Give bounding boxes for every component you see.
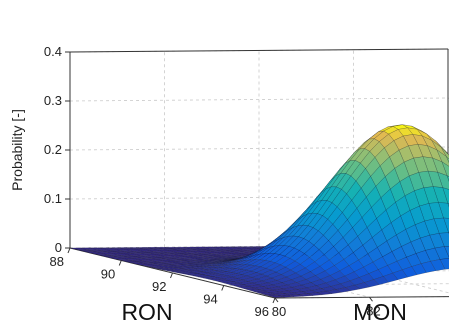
ron-tick-label: 88 bbox=[50, 254, 64, 269]
z-axis-title: Probability [-] bbox=[9, 109, 25, 191]
y-axis-title: MON bbox=[353, 299, 407, 325]
z-tick-label: 0.3 bbox=[44, 93, 62, 108]
ron-tick-mark bbox=[221, 285, 225, 291]
ron-tick-label: 94 bbox=[203, 292, 217, 307]
ron-tick-label: 90 bbox=[101, 267, 115, 282]
mon-tick-mark bbox=[369, 296, 373, 302]
mon-tick-mark bbox=[274, 297, 279, 303]
x-axis-title: RON bbox=[121, 299, 172, 325]
mon-axis-ticks: 8082848688 bbox=[272, 296, 381, 319]
probability-surface bbox=[69, 124, 449, 298]
ron-tick-label: 96 bbox=[255, 304, 269, 319]
z-tick-label: 0.1 bbox=[44, 191, 62, 206]
ron-tick-mark bbox=[118, 260, 122, 266]
grid-line bbox=[258, 246, 449, 294]
mon-tick-label: 82 bbox=[366, 303, 380, 318]
ron-tick-mark bbox=[67, 247, 71, 254]
z-tick-label: 0 bbox=[55, 240, 62, 255]
surface-patch bbox=[269, 295, 285, 298]
z-tick-label: 0.2 bbox=[44, 142, 62, 157]
mon-tick-label: 80 bbox=[272, 304, 286, 319]
top-left-edge bbox=[69, 48, 449, 53]
y-axis-line bbox=[274, 296, 449, 299]
z-axis-ticks: 0 0.1 0.2 0.3 0.4 bbox=[44, 44, 70, 255]
ron-tick-mark bbox=[170, 272, 173, 279]
ron-axis-ticks: 88 90 92 94 96 bbox=[50, 247, 276, 319]
ron-tick-label: 92 bbox=[152, 279, 166, 294]
ron-tick-mark bbox=[272, 297, 276, 304]
z-tick-label: 0.4 bbox=[44, 44, 62, 59]
